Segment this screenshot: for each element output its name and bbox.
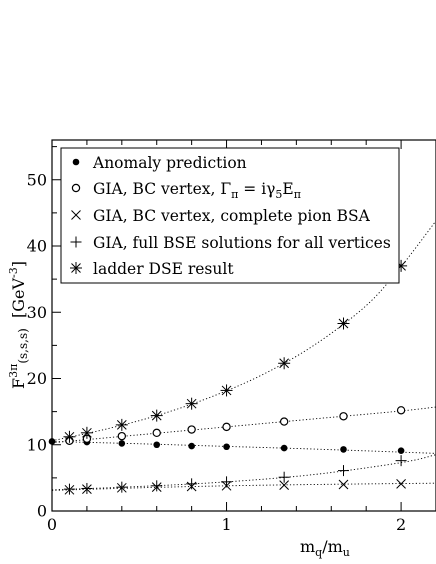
data-point-series-4 — [81, 482, 93, 494]
data-point-series-5 — [63, 430, 76, 443]
legend-entry-1: Anomaly prediction — [92, 154, 247, 172]
data-point-series-5 — [115, 418, 128, 431]
data-point-series-4 — [151, 480, 163, 492]
x-tick-label: 1 — [221, 515, 231, 534]
data-point-series-5 — [80, 426, 93, 439]
data-point-series-2 — [339, 412, 348, 421]
legend-marker-5 — [70, 262, 82, 274]
y-tick-label: 0 — [37, 502, 47, 521]
legend-marker-2 — [71, 183, 81, 193]
data-point-series-1 — [280, 444, 288, 452]
data-points — [48, 259, 408, 495]
data-point-series-2 — [279, 417, 289, 426]
data-point-series-2 — [396, 406, 406, 415]
data-point-series-1 — [340, 446, 347, 453]
data-point-series-2 — [187, 425, 196, 434]
y-tick-label: 40 — [27, 237, 47, 256]
x-tick-label: 2 — [396, 515, 406, 534]
data-point-series-2 — [222, 422, 231, 432]
fit-line-series-2 — [52, 406, 436, 444]
data-point-series-2 — [117, 431, 127, 441]
legend-entry-2: GIA, BC vertex, Γπ = iγ5Eπ — [93, 180, 301, 201]
data-point-series-2 — [152, 428, 161, 438]
legend-marker-4 — [70, 236, 82, 248]
y-tick-label: 30 — [27, 303, 47, 322]
y-tick-label: 20 — [27, 369, 47, 388]
data-point-series-4 — [116, 481, 128, 493]
data-point-series-4 — [278, 471, 290, 483]
data-point-series-4 — [395, 455, 407, 467]
data-point-series-5 — [278, 357, 291, 370]
legend: Anomaly prediction GIA, BC vertex, Γπ = i… — [60, 147, 400, 284]
data-point-series-3 — [279, 480, 289, 491]
data-point-series-1 — [118, 440, 126, 447]
legend-entry-3: GIA, BC vertex, complete pion BSA — [93, 207, 371, 225]
data-point-series-5 — [150, 409, 163, 422]
data-point-series-1 — [223, 443, 230, 451]
legend-entry-4: GIA, full BSE solutions for all vertices — [93, 234, 391, 252]
data-point-series-5 — [185, 397, 198, 410]
x-axis-label: mq/mu — [300, 537, 350, 559]
x-tick-label: 0 — [47, 515, 57, 534]
fit-line-series-4 — [52, 454, 436, 491]
data-point-series-3 — [396, 478, 406, 489]
fit-line-series-3 — [52, 482, 436, 491]
y-axis-label: F3π(s,s,s) [GeV-3] — [7, 261, 30, 389]
data-point-series-5 — [220, 384, 233, 397]
data-point-series-4 — [186, 478, 198, 490]
fit-line-series-1 — [52, 440, 436, 454]
legend-box — [60, 147, 400, 284]
data-point-series-3 — [338, 479, 349, 490]
y-tick-label: 50 — [27, 170, 47, 189]
legend-marker-1 — [72, 158, 80, 166]
data-point-series-4 — [63, 483, 75, 495]
y-tick-label: 10 — [27, 435, 47, 454]
data-point-series-1 — [397, 447, 405, 455]
data-point-series-5 — [337, 317, 350, 330]
data-point-series-4 — [337, 465, 349, 477]
data-point-series-4 — [221, 476, 233, 488]
legend-marker-3 — [71, 210, 81, 220]
plot-frame — [51, 139, 436, 512]
data-point-series-1 — [153, 441, 161, 449]
data-point-series-1 — [188, 442, 195, 450]
legend-entry-5: ladder DSE result — [93, 260, 234, 278]
